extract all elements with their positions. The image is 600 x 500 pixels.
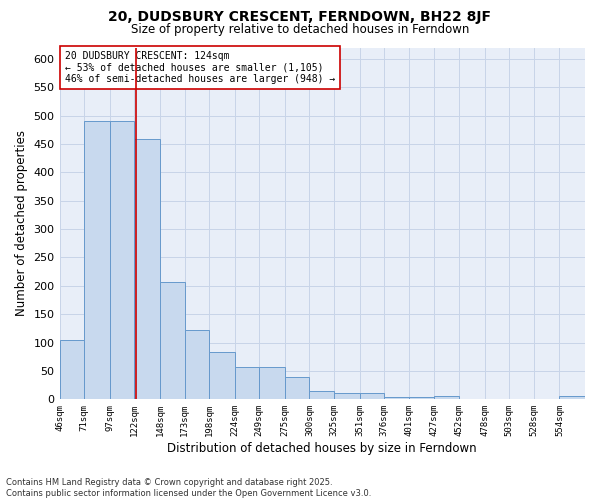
Bar — [384, 397, 409, 400]
Text: 20, DUDSBURY CRESCENT, FERNDOWN, BH22 8JF: 20, DUDSBURY CRESCENT, FERNDOWN, BH22 8J… — [109, 10, 491, 24]
Bar — [134, 140, 160, 400]
Bar — [59, 340, 84, 400]
Bar — [160, 282, 185, 400]
Text: Contains HM Land Registry data © Crown copyright and database right 2025.
Contai: Contains HM Land Registry data © Crown c… — [6, 478, 371, 498]
Bar — [409, 397, 434, 400]
Bar — [434, 396, 459, 400]
Bar — [359, 392, 384, 400]
Text: Size of property relative to detached houses in Ferndown: Size of property relative to detached ho… — [131, 22, 469, 36]
Bar — [209, 352, 235, 400]
Bar — [235, 367, 259, 400]
Bar — [559, 396, 585, 400]
Text: 20 DUDSBURY CRESCENT: 124sqm
← 53% of detached houses are smaller (1,105)
46% of: 20 DUDSBURY CRESCENT: 124sqm ← 53% of de… — [65, 51, 335, 84]
Bar — [334, 392, 359, 400]
Bar — [84, 122, 110, 400]
Bar — [285, 376, 310, 400]
Bar — [259, 367, 285, 400]
Y-axis label: Number of detached properties: Number of detached properties — [15, 130, 28, 316]
Bar — [310, 392, 334, 400]
Bar — [185, 330, 209, 400]
X-axis label: Distribution of detached houses by size in Ferndown: Distribution of detached houses by size … — [167, 442, 477, 455]
Bar — [110, 122, 134, 400]
